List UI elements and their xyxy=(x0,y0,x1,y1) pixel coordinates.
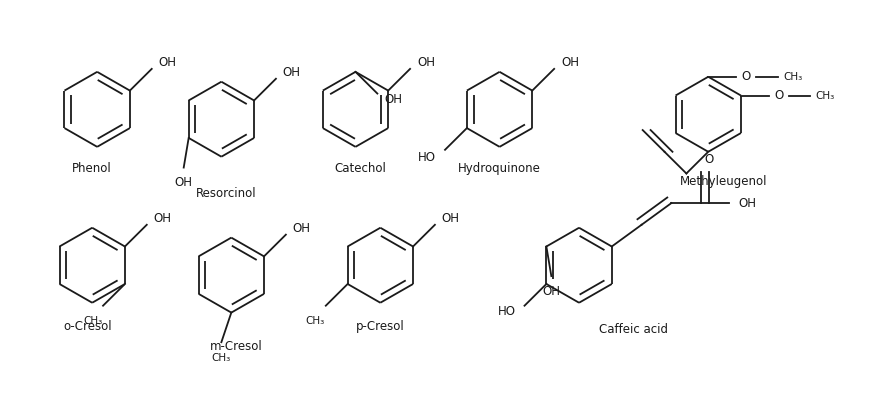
Text: OH: OH xyxy=(159,56,176,69)
Text: O: O xyxy=(705,153,713,166)
Text: OH: OH xyxy=(282,66,301,79)
Text: CH₃: CH₃ xyxy=(816,91,835,100)
Text: OH: OH xyxy=(417,56,435,69)
Text: Caffeic acid: Caffeic acid xyxy=(600,323,668,336)
Text: Resorcinol: Resorcinol xyxy=(196,187,256,200)
Text: CH₃: CH₃ xyxy=(783,72,802,82)
Text: CH₃: CH₃ xyxy=(305,316,324,326)
Text: o-Cresol: o-Cresol xyxy=(63,320,111,333)
Text: OH: OH xyxy=(384,93,402,106)
Text: O: O xyxy=(774,89,783,102)
Text: HO: HO xyxy=(498,305,515,318)
Text: Hydroquinone: Hydroquinone xyxy=(458,162,541,175)
Text: OH: OH xyxy=(293,222,311,235)
Text: p-Cresol: p-Cresol xyxy=(356,320,405,333)
Text: Phenol: Phenol xyxy=(72,162,112,175)
Text: CH₃: CH₃ xyxy=(212,353,231,363)
Text: Methyleugenol: Methyleugenol xyxy=(680,175,767,188)
Text: Catechol: Catechol xyxy=(335,162,387,175)
Text: m-Cresol: m-Cresol xyxy=(210,340,262,353)
Text: OH: OH xyxy=(542,285,561,298)
Text: OH: OH xyxy=(154,212,172,225)
Text: HO: HO xyxy=(418,151,436,164)
Text: CH₃: CH₃ xyxy=(83,316,103,326)
Text: O: O xyxy=(741,70,751,83)
Text: OH: OH xyxy=(441,212,460,225)
Text: OH: OH xyxy=(561,56,579,69)
Text: OH: OH xyxy=(175,176,193,189)
Text: OH: OH xyxy=(738,196,756,209)
